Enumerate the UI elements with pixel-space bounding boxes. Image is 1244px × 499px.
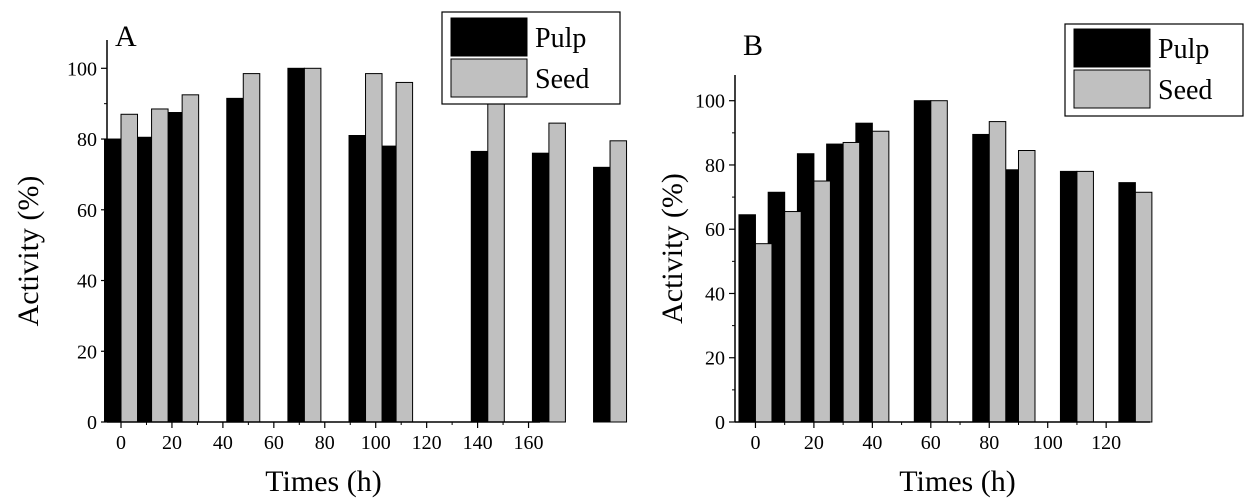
y-axis-title: Activity (%) <box>656 173 689 324</box>
x-tick-label: 0 <box>116 432 126 454</box>
bar-seed <box>242 73 261 423</box>
bar-pulp <box>348 135 367 423</box>
panel-label: A <box>115 20 137 53</box>
y-tick-label: 40 <box>705 283 725 305</box>
bar-seed <box>303 67 322 423</box>
bar-seed <box>395 81 414 423</box>
y-tick-label: 20 <box>77 341 97 363</box>
bar-seed <box>120 113 139 423</box>
y-axis-title: Activity (%) <box>12 176 45 327</box>
legend: Pulp Seed <box>1064 23 1244 117</box>
bar-seed <box>548 122 566 423</box>
bar-seed <box>813 180 831 423</box>
y-tick-label: 80 <box>705 155 725 177</box>
bar-seed <box>151 108 169 423</box>
x-tick-label: 160 <box>514 432 544 454</box>
bar-pulp <box>470 150 489 423</box>
legend-label-pulp: Pulp <box>535 23 586 54</box>
bar-seed <box>1134 191 1153 423</box>
x-tick-label: 60 <box>921 432 941 454</box>
y-tick-label: 80 <box>77 129 97 151</box>
bar-seed <box>842 141 861 423</box>
bar-pulp <box>593 166 611 423</box>
y-tick-label: 40 <box>77 271 97 293</box>
x-tick-label: 120 <box>1091 432 1121 454</box>
x-tick-label: 140 <box>463 432 493 454</box>
y-tick-label: 20 <box>705 348 725 370</box>
bar-pulp <box>1059 170 1078 423</box>
x-tick-label: 60 <box>264 432 284 454</box>
bar-seed <box>487 97 505 423</box>
x-tick-label: 100 <box>1033 432 1063 454</box>
y-tick-label: 100 <box>67 58 97 80</box>
legend-swatch-pulp <box>450 17 528 57</box>
bar-pulp <box>913 100 932 423</box>
legend-label-pulp: Pulp <box>1158 34 1209 65</box>
x-tick-label: 40 <box>862 432 882 454</box>
bar-seed <box>365 73 383 423</box>
x-tick-label: 20 <box>162 432 182 454</box>
bar-pulp <box>531 152 550 423</box>
legend-label-seed: Seed <box>1158 75 1212 106</box>
bar-seed <box>784 211 802 423</box>
bar-seed <box>988 121 1007 423</box>
legend-swatch-seed <box>1073 69 1151 109</box>
legend: Pulp Seed <box>441 11 621 105</box>
x-tick-label: 20 <box>804 432 824 454</box>
bar-seed <box>181 94 200 423</box>
y-tick-label: 0 <box>87 412 97 434</box>
x-tick-label: 100 <box>361 432 391 454</box>
x-tick-label: 120 <box>412 432 442 454</box>
x-tick-label: 80 <box>315 432 335 454</box>
bar-pulp <box>972 133 990 423</box>
x-tick-label: 80 <box>979 432 999 454</box>
legend-swatch-pulp <box>1073 28 1151 68</box>
legend-label-seed: Seed <box>535 64 589 95</box>
bar-pulp <box>1118 182 1136 423</box>
x-axis-title: Times (h) <box>265 465 381 498</box>
x-tick-label: 40 <box>213 432 233 454</box>
legend-swatch-seed <box>450 58 528 98</box>
y-tick-label: 60 <box>77 200 97 222</box>
bar-seed <box>871 130 890 423</box>
x-tick-label: 0 <box>750 432 760 454</box>
bar-seed <box>1017 150 1036 423</box>
panel-label: B <box>743 29 763 62</box>
chart-panel-b: 0 20 40 60 80 100 0 20 40 60 80 100 120 Times (h) Acti… <box>656 23 1244 498</box>
bar-seed <box>609 140 628 423</box>
bar-pulp <box>226 97 244 423</box>
x-axis-title: Times (h) <box>899 465 1015 498</box>
y-tick-label: 100 <box>695 91 725 113</box>
bar-pulp <box>287 67 305 423</box>
bar-pulp <box>738 214 756 423</box>
y-tick-label: 60 <box>705 219 725 241</box>
chart-panel-a: 0 20 40 60 80 100 0 20 40 60 80 100 120 140 160 Times (… <box>12 11 628 498</box>
y-tick-label: 0 <box>715 412 725 434</box>
bar-seed <box>1076 170 1094 423</box>
bar-seed <box>930 100 948 423</box>
bar-seed <box>754 243 773 423</box>
